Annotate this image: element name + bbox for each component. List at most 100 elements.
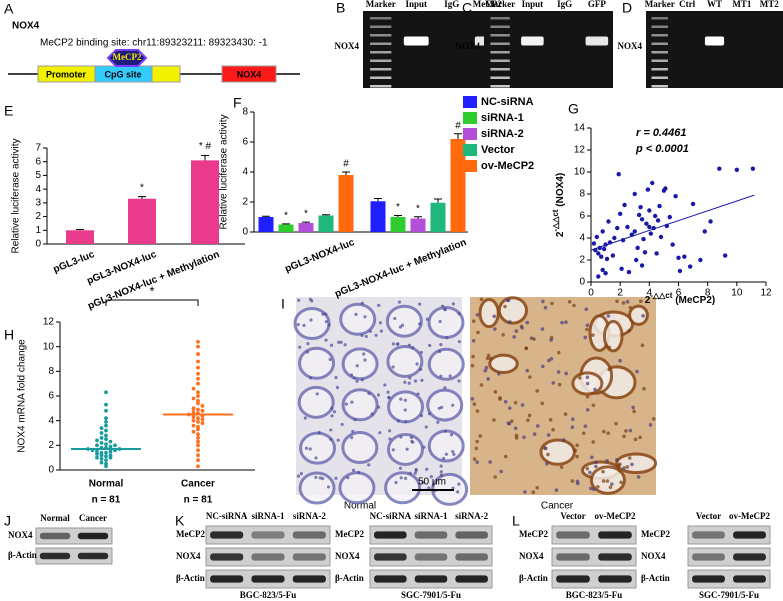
lane-label: siRNA-2 (455, 511, 488, 521)
point (655, 218, 661, 223)
point (687, 264, 693, 269)
stain (493, 475, 497, 479)
significance: # (455, 120, 461, 131)
blot-band (251, 575, 285, 583)
blot-band (292, 531, 326, 539)
blot-band (414, 531, 448, 539)
point (673, 194, 678, 199)
ladder-band (370, 17, 392, 20)
stain (484, 365, 489, 370)
protein-label: MeCP2 (113, 52, 142, 62)
nucleus (436, 420, 440, 424)
point (191, 429, 196, 434)
nucleus (329, 428, 333, 432)
gland (488, 353, 519, 375)
stain (560, 320, 564, 325)
stain (551, 427, 555, 432)
nucleus (363, 358, 367, 362)
gland (427, 306, 465, 340)
stain (591, 487, 596, 492)
nucleus (413, 379, 418, 383)
label-sup: -△△ct (551, 209, 560, 231)
nucleus (296, 474, 301, 478)
error-bar (138, 196, 146, 199)
lane-label: IgG (444, 0, 459, 9)
stain (575, 443, 580, 448)
nucleus (397, 300, 402, 304)
legend-label: NC-siRNA (481, 96, 534, 108)
blot-strip (205, 525, 331, 545)
panel-label: H (4, 327, 14, 343)
point (635, 245, 640, 251)
row-label: NOX4 (8, 530, 33, 540)
point (596, 274, 601, 279)
point (191, 396, 196, 401)
stain (535, 389, 540, 393)
blot-band (39, 532, 71, 540)
stain (532, 337, 536, 341)
nucleus (355, 364, 359, 368)
scale-label: 50 μm (418, 477, 446, 488)
y-tick-label: 4 (48, 415, 54, 426)
point (617, 211, 623, 216)
stain (638, 299, 643, 304)
point (601, 246, 607, 252)
point (191, 410, 196, 414)
stain (631, 405, 636, 410)
point (196, 352, 200, 356)
nucleus (440, 405, 444, 410)
blot-strip (551, 547, 637, 567)
stain (588, 470, 592, 475)
stain (556, 370, 561, 374)
stain (531, 490, 536, 494)
lane-label: Vector (696, 511, 721, 521)
bar (338, 175, 354, 232)
significance-bracket (105, 299, 199, 306)
stain (607, 345, 612, 350)
stain (479, 383, 484, 387)
nucleus (368, 329, 372, 333)
stain (607, 367, 612, 372)
stain (651, 417, 656, 421)
stain (470, 363, 475, 368)
nucleus (415, 362, 419, 366)
panel-label: J (4, 513, 11, 529)
point (636, 212, 642, 218)
blot-band (210, 575, 244, 583)
stain (541, 364, 545, 369)
stain (488, 356, 493, 361)
nucleus (329, 343, 334, 347)
nucleus (410, 439, 414, 443)
nucleus (407, 381, 411, 385)
nucleus (324, 338, 328, 342)
nucleus (360, 301, 364, 305)
x-tick-label: 4 (647, 288, 653, 299)
nucleus (400, 323, 405, 327)
stain (605, 479, 610, 483)
stain (470, 397, 475, 401)
nucleus (299, 472, 304, 476)
nucleus (308, 376, 313, 380)
error-bar (262, 215, 270, 217)
row-label: MeCP2 (176, 529, 205, 539)
stain (508, 320, 512, 324)
ladder-band (490, 42, 510, 45)
y-tick-label: 4 (242, 167, 248, 178)
blot-band (374, 553, 407, 561)
blot-band (556, 531, 590, 539)
blot-band (414, 575, 448, 583)
ladder-band (651, 25, 668, 28)
stain (475, 439, 479, 444)
point (648, 231, 653, 236)
point (600, 229, 605, 234)
point (95, 438, 99, 443)
gel (363, 11, 505, 88)
lane-label: siRNA-1 (415, 511, 448, 521)
nucleus (403, 380, 407, 384)
nucleus (399, 397, 403, 401)
error-bar (394, 215, 402, 217)
nucleus (314, 456, 318, 460)
gene-title: NOX4 (12, 21, 40, 32)
point (200, 417, 205, 422)
nucleus (310, 299, 314, 303)
